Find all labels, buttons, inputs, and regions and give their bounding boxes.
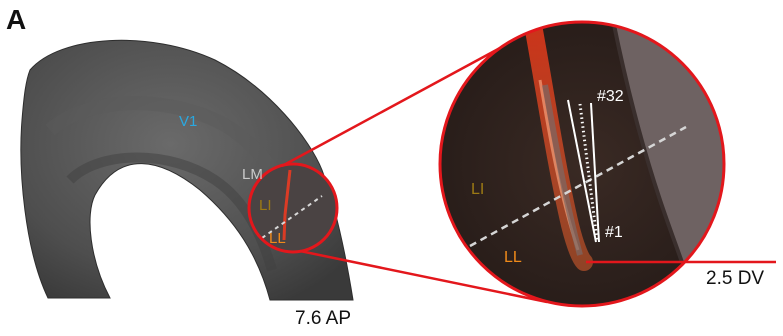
small-inset-circle [247, 162, 339, 254]
zoom-circle [438, 20, 726, 308]
zoom-content [440, 22, 724, 306]
electrode-sites [578, 103, 599, 241]
probe-edge-left [567, 99, 597, 243]
label-ll-zoom: LL [504, 249, 522, 266]
scale-bar-label: 1 mm [172, 264, 210, 281]
ap-label: 7.6 AP [295, 308, 351, 329]
connector-bottom [299, 249, 548, 304]
probe-edge-right [590, 102, 600, 243]
label-li-small: LI [259, 197, 272, 214]
connector-top [281, 46, 501, 168]
small-inset-content [249, 164, 337, 252]
label-v1: V1 [179, 113, 198, 130]
dv-label: 2.5 DV [706, 268, 765, 289]
label-channel-top: #32 [597, 88, 624, 105]
panel-label: A [6, 4, 27, 35]
area-boundary-line [469, 125, 687, 248]
label-ll-small: LL [269, 230, 286, 247]
label-channel-bottom: #1 [605, 224, 623, 241]
label-lm: LM [242, 166, 263, 183]
label-li-zoom: LI [471, 181, 485, 198]
